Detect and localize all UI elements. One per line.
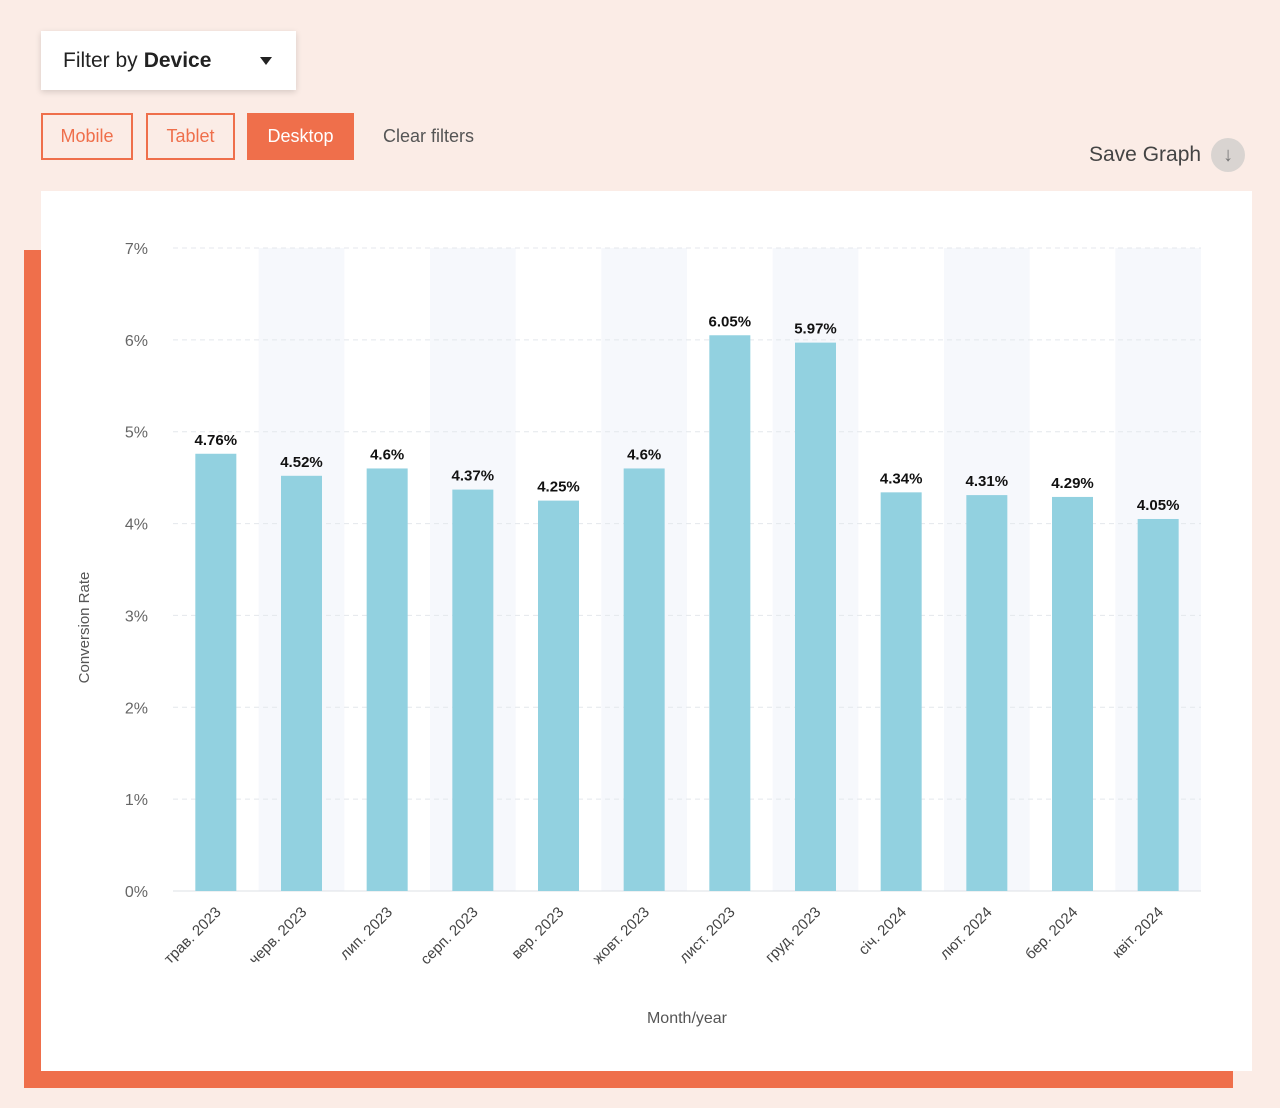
data-label: 6.05%: [709, 313, 752, 330]
chart-card: 0% 1% 2% 3% 4% 5% 6% 7% 4.76% трав. 2023 4.52% черв…: [41, 191, 1252, 1071]
x-tick-label: січ. 2024: [855, 904, 910, 959]
y-tick-label: 4%: [125, 517, 148, 534]
y-tick-label: 5%: [125, 425, 148, 442]
x-tick-label: квіт. 2024: [1109, 904, 1167, 962]
data-label: 5.97%: [794, 321, 837, 338]
data-label: 4.6%: [370, 446, 404, 463]
bar-chart: 0% 1% 2% 3% 4% 5% 6% 7% 4.76% трав. 2023 4.52% черв…: [76, 241, 1201, 1027]
chevron-down-icon: [260, 57, 272, 65]
data-label: 4.52%: [280, 454, 323, 471]
save-graph-button[interactable]: Save Graph ↓: [1089, 138, 1246, 172]
x-tick-label: трав. 2023: [161, 904, 225, 968]
bar: [623, 468, 665, 891]
bar: [452, 489, 494, 891]
download-arrow-icon: ↓: [1211, 138, 1246, 172]
x-tick-label: груд. 2023: [762, 904, 824, 966]
data-label: 4.31%: [966, 473, 1009, 490]
y-tick-label: 2%: [125, 700, 148, 717]
x-tick-label: лист. 2023: [676, 904, 739, 967]
y-axis-title: Conversion Rate: [76, 572, 93, 684]
bar: [795, 342, 836, 891]
bar: [195, 453, 237, 891]
data-label: 4.37%: [452, 468, 495, 485]
bar: [709, 335, 751, 891]
save-graph-label: Save Graph: [1089, 143, 1202, 166]
bar: [281, 475, 322, 891]
data-label: 4.29%: [1051, 475, 1094, 492]
bar: [1052, 496, 1093, 891]
x-tick-label: лип. 2023: [337, 904, 396, 963]
device-filter-dropdown[interactable]: Filter by Device: [41, 31, 296, 90]
x-tick-label: жовт. 2023: [589, 904, 653, 968]
bar: [366, 468, 408, 891]
y-tick-label: 3%: [125, 608, 148, 625]
data-label: 4.6%: [627, 446, 661, 463]
y-tick-label: 1%: [125, 792, 148, 809]
x-axis-title: Month/year: [647, 1010, 728, 1027]
y-tick-label: 7%: [125, 241, 148, 258]
x-tick-label: лют. 2024: [937, 904, 996, 963]
x-tick-label: черв. 2023: [246, 904, 310, 968]
y-tick-label: 0%: [125, 884, 148, 901]
data-label: 4.34%: [880, 470, 923, 487]
chip-mobile[interactable]: Mobile: [41, 113, 133, 160]
data-label: 4.05%: [1137, 497, 1180, 514]
bar: [538, 500, 579, 891]
chip-tablet[interactable]: Tablet: [146, 113, 235, 160]
bar: [966, 495, 1008, 891]
data-label: 4.76%: [195, 432, 238, 449]
filter-prefix: Filter by: [63, 48, 138, 72]
y-tick-label: 6%: [125, 333, 148, 350]
chip-desktop[interactable]: Desktop: [247, 113, 354, 160]
x-tick-label: бер. 2024: [1022, 904, 1081, 963]
x-tick-label: серп. 2023: [417, 904, 481, 968]
clear-filters-link[interactable]: Clear filters: [383, 126, 475, 146]
x-tick-label: вер. 2023: [508, 904, 567, 963]
data-label: 4.25%: [537, 479, 580, 496]
bar: [880, 492, 922, 891]
filter-value: Device: [143, 48, 212, 72]
bar: [1137, 518, 1179, 891]
